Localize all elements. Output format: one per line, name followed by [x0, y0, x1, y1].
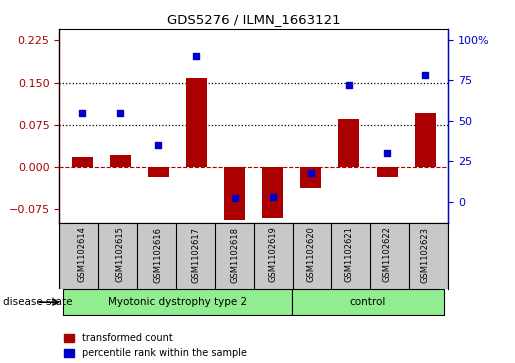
- Bar: [148, 167, 169, 177]
- Bar: [63, 289, 292, 315]
- Text: GSM1102614: GSM1102614: [78, 227, 87, 282]
- Text: GSM1102617: GSM1102617: [192, 227, 201, 282]
- Point: [383, 150, 391, 156]
- Text: GSM1102621: GSM1102621: [345, 227, 353, 282]
- Point: [116, 110, 124, 115]
- Point: [345, 82, 353, 88]
- Bar: [292, 289, 444, 315]
- Bar: [300, 167, 321, 188]
- Bar: [338, 119, 359, 167]
- Text: GSM1102619: GSM1102619: [268, 227, 277, 282]
- Point: [421, 73, 430, 78]
- Point: [154, 142, 162, 148]
- Bar: [224, 167, 245, 220]
- Point: [307, 170, 315, 175]
- Point: [78, 110, 86, 115]
- Point: [192, 53, 200, 59]
- Bar: [415, 114, 436, 167]
- Bar: [186, 78, 207, 167]
- Bar: [262, 167, 283, 217]
- Bar: [110, 155, 131, 167]
- Point: [230, 196, 238, 201]
- Text: Myotonic dystrophy type 2: Myotonic dystrophy type 2: [108, 297, 247, 307]
- Text: GSM1102616: GSM1102616: [154, 227, 163, 282]
- Text: control: control: [350, 297, 386, 307]
- Text: GSM1102623: GSM1102623: [421, 227, 430, 282]
- Point: [269, 194, 277, 200]
- Text: GSM1102615: GSM1102615: [116, 227, 125, 282]
- Text: GSM1102620: GSM1102620: [306, 227, 315, 282]
- Bar: [72, 157, 93, 167]
- Text: disease state: disease state: [3, 297, 72, 307]
- Text: GSM1102622: GSM1102622: [383, 227, 391, 282]
- Legend: transformed count, percentile rank within the sample: transformed count, percentile rank withi…: [64, 333, 247, 358]
- Text: GSM1102618: GSM1102618: [230, 227, 239, 282]
- Title: GDS5276 / ILMN_1663121: GDS5276 / ILMN_1663121: [167, 13, 340, 26]
- Bar: [376, 167, 398, 177]
